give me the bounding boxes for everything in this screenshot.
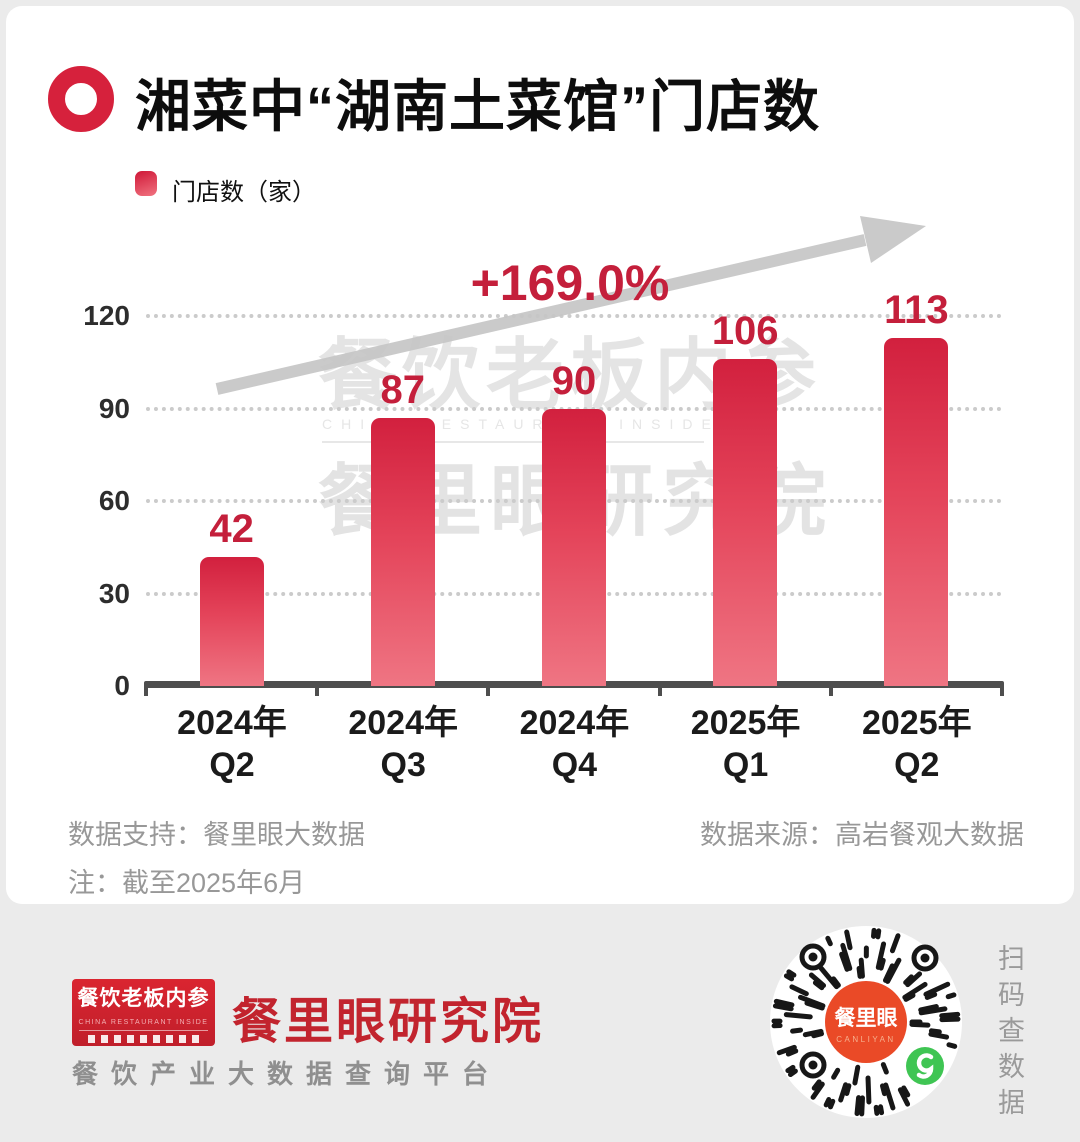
qr-brand-text: 餐里眼 (835, 1006, 898, 1030)
brand-tagline: 餐饮产业大数据查询平台 (72, 1059, 502, 1089)
legend-label: 门店数（家） (172, 179, 316, 206)
brand-name: 餐里眼研究院 (232, 992, 545, 1050)
qr-center-logo (825, 981, 907, 1063)
legend-swatch-icon (135, 171, 157, 196)
badge-title: 餐饮老板内参 (77, 987, 210, 1010)
note-data-source: 数据来源：高岩餐观大数据 (700, 820, 1024, 850)
growth-annotation: +169.0% (470, 255, 670, 311)
note-cutoff-date: 注：截至2025年6月 (68, 868, 306, 898)
mini-program-icon (906, 1047, 944, 1085)
qr-side-text: 扫码查数据 (994, 944, 1024, 1124)
badge-smallprint (87, 1035, 200, 1043)
qr-brand-latin: CANLIYAN (836, 1035, 895, 1044)
qr-code-graphic: 餐里眼 CANLIYAN (771, 927, 961, 1117)
title-ring-icon (48, 66, 114, 132)
badge-subtitle: CHINA RESTAURANT INSIDE (78, 1018, 209, 1031)
qr-finder-icons (799, 943, 939, 1079)
qr-code: 餐里眼 CANLIYAN (770, 926, 962, 1118)
note-data-support: 数据支持：餐里眼大数据 (68, 820, 365, 850)
page-title: 湘菜中“湖南土菜馆”门店数 (135, 75, 820, 138)
brand-badge: 餐饮老板内参 CHINA RESTAURANT INSIDE (72, 979, 215, 1046)
